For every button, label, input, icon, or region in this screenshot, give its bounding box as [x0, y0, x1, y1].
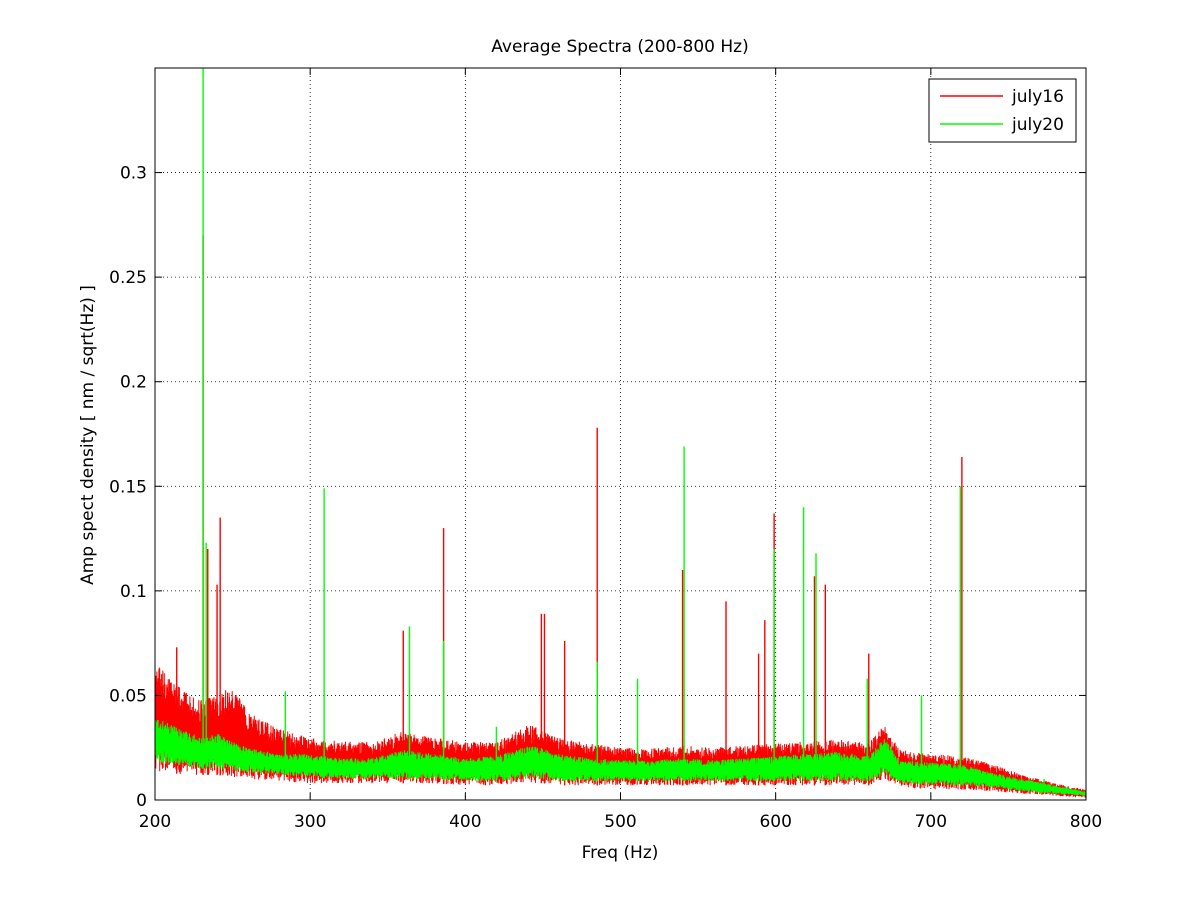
y-tick-label: 0.1	[120, 582, 147, 602]
series-july20	[155, 68, 1086, 796]
y-tick-label: 0.2	[120, 373, 147, 393]
x-tick-label: 700	[915, 812, 947, 832]
x-axis-label: Freq (Hz)	[582, 843, 659, 863]
x-tick-label: 400	[449, 812, 481, 832]
plot-area	[155, 68, 1086, 800]
y-axis-label: Amp spect density [ nm / sqrt(Hz) ]	[78, 285, 98, 585]
legend-label-july20: july20	[1011, 115, 1064, 135]
x-tick-label: 200	[139, 812, 171, 832]
x-tick-label: 500	[604, 812, 636, 832]
x-tick-label: 600	[759, 812, 791, 832]
chart-title: Average Spectra (200-800 Hz)	[491, 37, 748, 57]
y-tick-label: 0.05	[109, 686, 147, 706]
data-layer	[155, 68, 1086, 798]
legend-box	[928, 78, 1077, 143]
x-tick-label: 800	[1070, 812, 1102, 832]
axis-ticks: 200 300 400 500 600 700 800 0 0.05 0.1 0.15 0.2 0.25…	[109, 68, 1102, 832]
series-noise-band	[155, 719, 1086, 796]
y-tick-label: 0	[136, 791, 147, 811]
legend: july16 july20	[928, 78, 1077, 143]
x-tick-label: 300	[294, 812, 326, 832]
y-tick-label: 0.3	[120, 164, 147, 184]
y-tick-label: 0.25	[109, 268, 147, 288]
y-tick-label: 0.15	[109, 477, 147, 497]
legend-label-july16: july16	[1011, 87, 1064, 107]
